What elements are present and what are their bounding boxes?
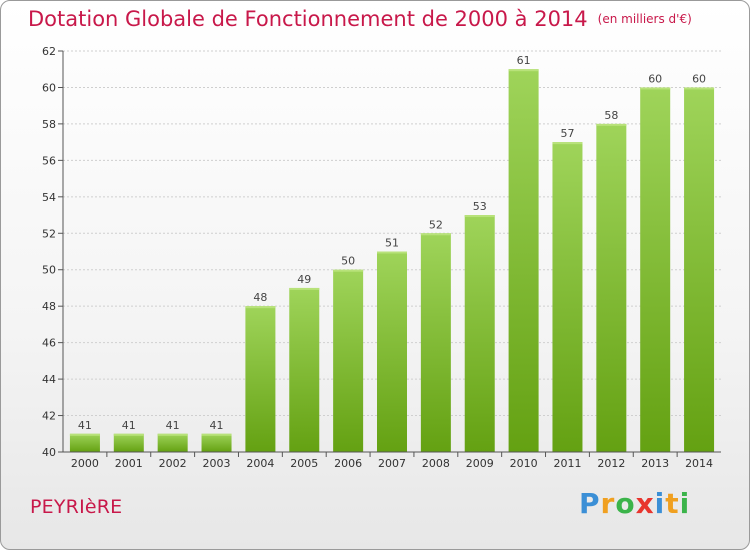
logo-letter: t — [665, 487, 680, 520]
x-tick-label: 2012 — [597, 457, 625, 470]
y-tick-label: 54 — [42, 191, 56, 204]
data-label: 57 — [560, 127, 574, 140]
x-tick-label: 2009 — [466, 457, 494, 470]
bar — [333, 269, 364, 452]
data-label: 48 — [253, 291, 267, 304]
bar-top-highlight — [640, 87, 671, 90]
bar — [684, 87, 715, 453]
logo-letter: i — [679, 487, 691, 520]
bar-top-highlight — [684, 87, 715, 90]
x-tick-label: 2007 — [378, 457, 406, 470]
bar-top-highlight — [245, 306, 276, 309]
logo-letter: o — [615, 487, 636, 520]
y-tick-label: 48 — [42, 300, 56, 313]
data-label: 52 — [429, 218, 443, 231]
data-label: 58 — [604, 109, 618, 122]
bar-top-highlight — [201, 433, 232, 436]
x-tick-label: 2008 — [422, 457, 450, 470]
bars: 41 41 41 41 48 49 50 51 52 53 61 57 58 60 60 — [69, 54, 715, 453]
x-tick-label: 2013 — [641, 457, 669, 470]
chart-title: Dotation Globale de Fonctionnement de 20… — [28, 7, 692, 31]
bar — [377, 251, 407, 452]
bar-top-highlight — [289, 287, 320, 290]
bar — [596, 123, 627, 452]
bar — [245, 306, 276, 452]
bar — [201, 433, 232, 452]
logo-letter: r — [600, 487, 616, 520]
y-tick-label: 46 — [42, 337, 56, 350]
x-tick-label: 2001 — [115, 457, 143, 470]
bar-top-highlight — [333, 269, 364, 272]
axes: 40 42 44 46 48 50 52 54 56 58 60 62 2000 2001 2002 2003… — [42, 45, 721, 470]
bar — [552, 142, 583, 453]
y-tick-label: 58 — [42, 118, 56, 131]
y-tick-label: 60 — [42, 81, 56, 94]
data-label: 41 — [122, 419, 136, 432]
logo-letter: x — [635, 487, 655, 520]
x-tick-label: 2004 — [246, 457, 274, 470]
bar — [420, 233, 451, 452]
data-label: 41 — [210, 419, 224, 432]
bar-top-highlight — [377, 251, 407, 254]
bar — [508, 69, 539, 453]
data-label: 53 — [473, 200, 487, 213]
data-label: 51 — [385, 237, 399, 250]
x-tick-label: 2002 — [159, 457, 187, 470]
y-tick-label: 52 — [42, 227, 56, 240]
x-tick-label: 2014 — [685, 457, 713, 470]
bar-top-highlight — [157, 433, 188, 436]
bar-top-highlight — [113, 433, 144, 436]
x-tick-label: 2003 — [203, 457, 231, 470]
commune-name: PEYRIèRE — [30, 496, 123, 518]
y-tick-label: 62 — [42, 45, 56, 58]
bar — [289, 287, 320, 452]
data-label: 60 — [648, 72, 662, 85]
x-tick-label: 2005 — [290, 457, 318, 470]
bar-top-highlight — [552, 142, 583, 145]
bar-top-highlight — [69, 433, 100, 436]
y-tick-label: 56 — [42, 154, 56, 167]
bar — [640, 87, 671, 453]
bar-top-highlight — [464, 215, 495, 218]
data-label: 49 — [297, 273, 311, 286]
data-label: 41 — [166, 419, 180, 432]
unit-label: (en milliers d'€) — [597, 12, 692, 26]
bar — [69, 433, 100, 452]
y-tick-label: 50 — [42, 264, 56, 277]
bar-top-highlight — [596, 123, 627, 126]
y-tick-label: 44 — [42, 373, 56, 386]
y-tick-label: 40 — [42, 446, 56, 459]
x-tick-label: 2000 — [71, 457, 99, 470]
bar — [464, 215, 495, 452]
data-label: 61 — [517, 54, 531, 67]
bar — [113, 433, 144, 452]
logo-letter: P — [579, 487, 601, 520]
data-label: 60 — [692, 72, 706, 85]
data-label: 41 — [78, 419, 92, 432]
y-tick-label: 42 — [42, 410, 56, 423]
bar-top-highlight — [508, 69, 539, 72]
logo-letter: i — [654, 487, 666, 520]
x-tick-label: 2011 — [553, 457, 581, 470]
bar-top-highlight — [420, 233, 451, 236]
x-tick-label: 2006 — [334, 457, 362, 470]
title-text: Dotation Globale de Fonctionnement de 20… — [28, 7, 588, 31]
data-label: 50 — [341, 255, 355, 268]
x-tick-label: 2010 — [510, 457, 538, 470]
bar — [157, 433, 188, 452]
proxiti-logo: Proxiti — [579, 487, 690, 520]
